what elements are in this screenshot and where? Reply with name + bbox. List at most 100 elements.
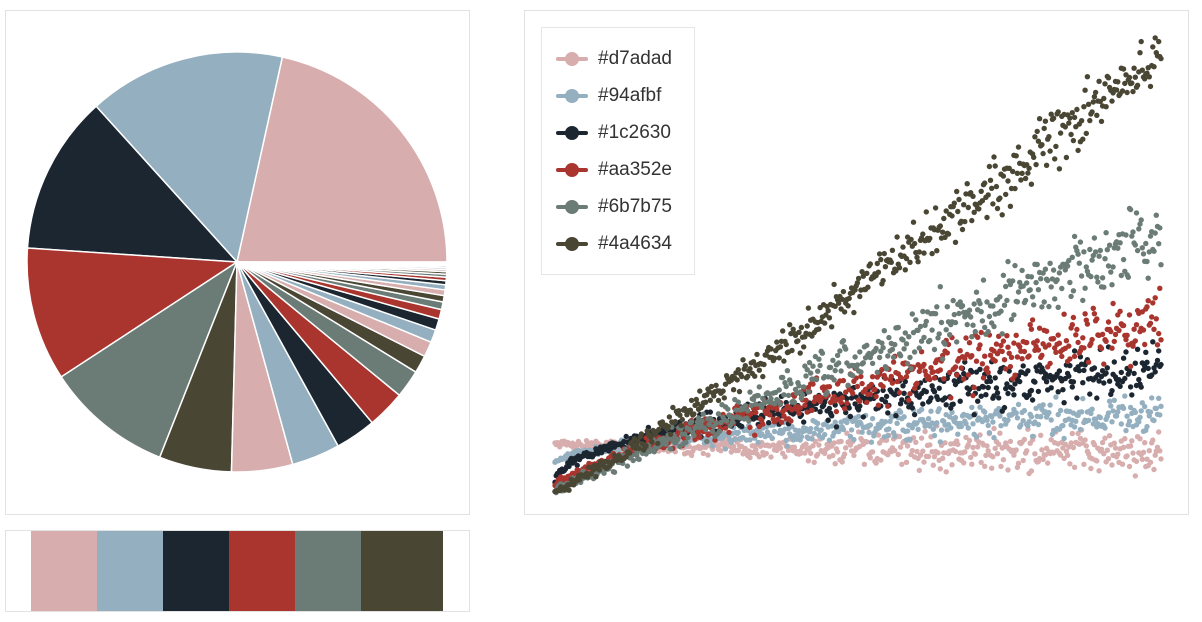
scatter-point — [796, 383, 802, 389]
scatter-point — [788, 418, 794, 424]
scatter-point — [1102, 435, 1108, 441]
scatter-point — [966, 437, 973, 444]
scatter-series — [552, 285, 1164, 490]
scatter-point — [802, 402, 808, 409]
scatter-point — [950, 401, 956, 407]
scatter-point — [713, 382, 719, 388]
scatter-point — [1074, 326, 1080, 333]
scatter-point — [766, 420, 772, 426]
scatter-point — [979, 418, 986, 425]
scatter-point — [969, 404, 975, 411]
scatter-point — [1027, 322, 1033, 328]
scatter-point — [1133, 210, 1140, 216]
scatter-point — [1109, 388, 1115, 394]
scatter-point — [945, 231, 952, 237]
scatter-point — [593, 474, 599, 480]
scatter-point — [1110, 264, 1116, 270]
scatter-point — [1048, 437, 1054, 443]
scatter-point — [688, 397, 695, 404]
scatter-point — [868, 381, 875, 388]
scatter-point — [838, 438, 844, 445]
scatter-point — [936, 406, 942, 412]
scatter-point — [994, 205, 1001, 212]
scatter-point — [894, 420, 900, 426]
scatter-point — [753, 409, 759, 416]
scatter-point — [948, 395, 954, 401]
scatter-point — [777, 445, 784, 451]
scatter-point — [1147, 409, 1154, 415]
scatter-point — [1056, 166, 1063, 172]
scatter-point — [672, 418, 678, 425]
scatter-point — [977, 404, 983, 410]
scatter-point — [859, 429, 865, 435]
scatter-point — [1143, 349, 1149, 355]
scatter-point — [941, 215, 947, 222]
scatter-point — [665, 423, 671, 430]
scatter-point — [940, 229, 946, 235]
scatter-point — [1152, 295, 1158, 301]
scatter-point — [982, 353, 988, 359]
scatter-point — [1006, 350, 1012, 356]
scatter-point — [1067, 362, 1073, 369]
scatter-point — [1113, 413, 1120, 419]
scatter-point — [1122, 436, 1128, 442]
scatter-point — [921, 361, 927, 368]
scatter-point — [918, 435, 925, 441]
scatter-point — [889, 346, 896, 352]
scatter-point — [808, 450, 814, 456]
scatter-point — [973, 358, 980, 364]
scatter-point — [685, 434, 691, 441]
scatter-point — [864, 270, 870, 276]
scatter-point — [747, 366, 753, 372]
scatter-point — [1005, 417, 1011, 423]
scatter-point — [1105, 410, 1112, 416]
scatter-point — [882, 264, 889, 270]
scatter-point — [756, 367, 762, 373]
scatter-point — [588, 471, 594, 477]
scatter-point — [687, 407, 694, 413]
scatter-point — [1082, 87, 1088, 93]
scatter-point — [1111, 359, 1117, 365]
scatter-point — [630, 457, 636, 464]
scatter-point — [1071, 233, 1078, 240]
scatter-point — [1137, 221, 1143, 227]
scatter-point — [928, 395, 934, 401]
scatter-point — [775, 416, 781, 422]
scatter-point — [972, 451, 978, 457]
scatter-point — [1061, 400, 1067, 406]
scatter-point — [776, 355, 782, 361]
scatter-point — [851, 452, 857, 459]
scatter-point — [1109, 282, 1115, 288]
scatter-point — [1035, 138, 1042, 144]
scatter-point — [1158, 456, 1164, 462]
scatter-point — [992, 358, 998, 364]
scatter-point — [1105, 75, 1112, 81]
scatter-point — [1106, 242, 1113, 248]
scatter-point — [971, 301, 977, 307]
scatter-point — [966, 340, 973, 346]
scatter-point — [1099, 275, 1106, 281]
scatter-point — [1046, 342, 1052, 348]
scatter-point — [636, 456, 642, 462]
scatter-point — [1080, 297, 1086, 304]
scatter-point — [1043, 328, 1050, 334]
scatter-point — [810, 363, 816, 369]
color-swatch-strip — [5, 530, 470, 612]
scatter-point — [1012, 262, 1018, 269]
scatter-point — [1057, 130, 1064, 136]
scatter-point — [852, 401, 858, 407]
scatter-point — [634, 451, 640, 458]
scatter-point — [957, 348, 963, 354]
scatter-point — [1154, 357, 1161, 364]
scatter-point — [756, 384, 762, 390]
scatter-point — [937, 466, 943, 472]
scatter-point — [1033, 161, 1039, 168]
scatter-point — [1066, 444, 1072, 450]
scatter-point — [906, 397, 912, 403]
scatter-point — [1040, 150, 1046, 157]
scatter-point — [611, 469, 618, 475]
scatter-point — [996, 441, 1002, 447]
scatter-point — [1047, 402, 1053, 408]
scatter-point — [1131, 326, 1137, 332]
scatter-point — [864, 399, 870, 405]
